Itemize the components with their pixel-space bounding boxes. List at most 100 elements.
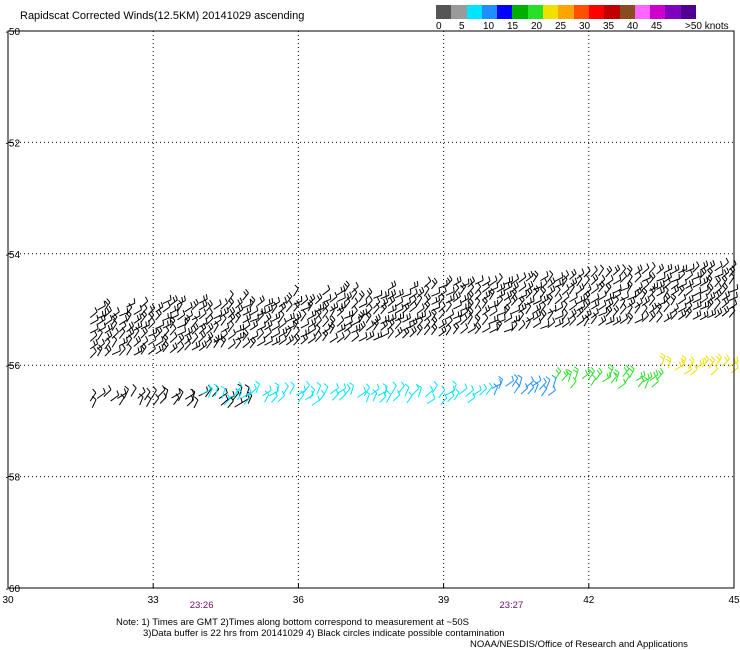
barb-feather [194, 332, 199, 338]
wind-barb [402, 321, 412, 332]
barb-feather [193, 396, 199, 401]
wind-barb [307, 333, 316, 344]
wind-barb [619, 303, 627, 315]
barb-shaft [177, 345, 185, 353]
barb-feather [271, 297, 274, 304]
barb-feather [637, 266, 641, 272]
wind-barb [89, 338, 99, 350]
barb-shaft [104, 341, 111, 350]
barb-feather [224, 298, 229, 304]
barb-shaft [423, 327, 431, 336]
barb-feather [354, 297, 359, 303]
barb-feather [146, 395, 152, 400]
barb-shaft [547, 274, 554, 283]
barb-shaft [692, 305, 702, 311]
barb-feather [700, 270, 702, 277]
barb-feather [113, 312, 118, 318]
barb-feather [525, 289, 528, 295]
barb-feather [366, 289, 371, 295]
barb-feather [387, 290, 390, 296]
barb-shaft [656, 268, 664, 275]
barb-feather [696, 311, 699, 317]
barb-feather [246, 392, 251, 398]
barb-feather [614, 369, 620, 373]
barb-feather [658, 265, 662, 271]
wind-barb [445, 315, 453, 328]
barb-shaft [119, 341, 128, 347]
barb-shaft [293, 304, 300, 312]
wind-barb [722, 354, 730, 367]
barb-shaft [730, 367, 739, 374]
barb-shaft [467, 316, 473, 325]
barb-shaft [554, 322, 564, 328]
wind-barb [440, 393, 448, 405]
wind-barb [465, 385, 475, 397]
wind-barb [460, 314, 468, 326]
wind-barb [184, 314, 191, 327]
wind-barb [213, 299, 222, 310]
barb-feather [190, 395, 195, 400]
barb-feather [716, 298, 721, 303]
barb-shaft [465, 389, 474, 397]
barb-feather [202, 330, 207, 336]
barb-shaft [424, 390, 434, 398]
barb-feather [184, 319, 187, 325]
wind-barb [641, 303, 648, 316]
barb-feather [186, 335, 190, 341]
barb-feather [499, 295, 504, 300]
barb-feather [139, 304, 143, 311]
barb-feather [292, 312, 295, 318]
wind-barb [641, 287, 648, 300]
barb-feather [717, 353, 722, 358]
barb-shaft [641, 283, 650, 291]
wind-barb [692, 300, 702, 311]
wind-barb [96, 344, 103, 357]
barb-shaft [169, 320, 176, 329]
barb-feather [643, 287, 648, 292]
barb-feather [557, 367, 562, 372]
wind-barb [130, 384, 137, 397]
barb-shaft [311, 399, 320, 406]
wind-barb [453, 388, 460, 401]
barb-shaft [576, 306, 585, 312]
barb-shaft [384, 386, 388, 396]
barb-feather [628, 280, 633, 285]
wind-barb [256, 310, 264, 322]
barb-shaft [423, 288, 430, 297]
barb-feather [365, 308, 368, 314]
barb-feather [392, 305, 394, 311]
barb-shaft [358, 314, 365, 324]
wind-barb [162, 301, 171, 313]
wind-barb [445, 323, 452, 336]
wind-barb [296, 385, 306, 396]
barb-shaft [590, 297, 600, 304]
wind-barb [721, 297, 730, 309]
barb-shaft [227, 400, 234, 409]
barb-feather [284, 382, 289, 387]
colorbar-label: 10 [483, 21, 495, 32]
barb-shaft [513, 385, 520, 394]
barb-shaft [184, 337, 192, 345]
barb-shaft [336, 336, 345, 343]
barb-feather [307, 318, 310, 324]
barb-feather [365, 313, 370, 319]
barb-feather [413, 294, 417, 300]
barb-shaft [177, 337, 185, 345]
barb-shaft [394, 301, 404, 307]
barb-feather [626, 267, 631, 272]
wind-barb [123, 385, 129, 399]
colorbar-swatch [512, 5, 528, 19]
wind-barb [133, 321, 143, 331]
wind-barb [701, 355, 710, 368]
barb-shaft [314, 334, 322, 343]
barb-feather [373, 321, 378, 326]
wind-barb [520, 383, 529, 395]
barb-shaft [119, 312, 128, 317]
wind-barb [721, 290, 731, 301]
barb-feather [671, 293, 677, 298]
barb-feather [519, 309, 524, 315]
barb-feather [144, 326, 148, 332]
wind-barb [474, 305, 482, 317]
barb-feather [302, 309, 307, 315]
barb-feather [217, 334, 220, 340]
